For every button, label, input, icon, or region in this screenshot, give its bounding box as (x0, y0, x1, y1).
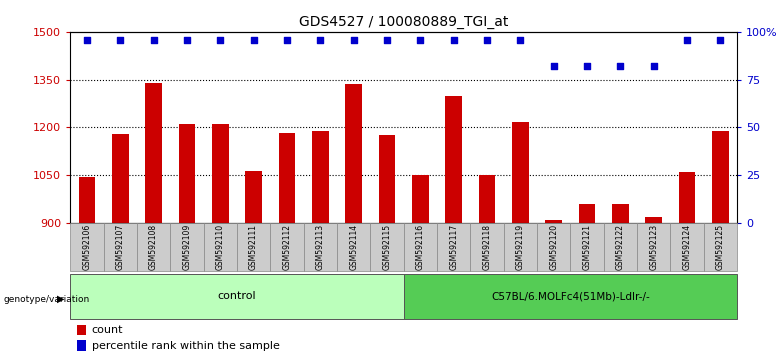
Text: GSM592114: GSM592114 (349, 224, 358, 270)
Point (647, 63, 660, 69)
Bar (712, 131, 729, 223)
Bar (77, 325, 86, 335)
Point (480, 37, 493, 42)
Bar (337, 223, 370, 271)
Bar (445, 96, 462, 223)
Bar (545, 220, 562, 223)
Bar (303, 223, 337, 271)
Text: GSM592116: GSM592116 (416, 224, 425, 270)
Point (681, 37, 693, 42)
Bar (612, 204, 629, 223)
Text: GSM592124: GSM592124 (682, 224, 692, 270)
Text: GSM592115: GSM592115 (382, 224, 392, 270)
Bar (645, 217, 662, 223)
Bar (579, 204, 595, 223)
Bar (245, 171, 262, 223)
Point (514, 37, 526, 42)
Text: GSM592125: GSM592125 (716, 224, 725, 270)
Point (448, 37, 460, 42)
Bar (104, 223, 137, 271)
Point (414, 37, 427, 42)
Point (714, 37, 727, 42)
Text: C57BL/6.MOLFc4(51Mb)-Ldlr-/-: C57BL/6.MOLFc4(51Mb)-Ldlr-/- (491, 291, 650, 302)
Bar (79, 177, 95, 223)
Title: GDS4527 / 100080889_TGI_at: GDS4527 / 100080889_TGI_at (299, 16, 509, 29)
Point (80, 37, 93, 42)
Bar (403, 274, 737, 319)
Point (314, 37, 327, 42)
Text: GSM592113: GSM592113 (316, 224, 324, 270)
Bar (212, 124, 229, 223)
Text: control: control (218, 291, 257, 302)
Bar (378, 136, 395, 223)
Bar (670, 223, 704, 271)
Bar (437, 223, 470, 271)
Bar (479, 175, 495, 223)
Bar (237, 223, 270, 271)
Bar (637, 223, 670, 271)
Bar (270, 223, 303, 271)
Point (114, 37, 126, 42)
Point (181, 37, 193, 42)
Text: ▶: ▶ (57, 294, 65, 304)
Bar (346, 84, 362, 223)
Bar (70, 223, 104, 271)
Text: GSM592117: GSM592117 (449, 224, 458, 270)
Point (381, 37, 393, 42)
Text: GSM592111: GSM592111 (249, 224, 258, 270)
Text: count: count (91, 325, 123, 335)
Bar (145, 83, 162, 223)
Text: GSM592123: GSM592123 (649, 224, 658, 270)
Point (614, 63, 626, 69)
Bar (179, 124, 195, 223)
Text: percentile rank within the sample: percentile rank within the sample (91, 341, 279, 350)
Bar (312, 131, 328, 223)
Bar (470, 223, 504, 271)
Point (147, 37, 160, 42)
Text: GSM592112: GSM592112 (282, 224, 292, 270)
Text: GSM592107: GSM592107 (115, 224, 125, 270)
Text: genotype/variation: genotype/variation (4, 295, 90, 304)
Bar (570, 223, 604, 271)
Text: GSM592121: GSM592121 (583, 224, 591, 270)
Bar (112, 134, 129, 223)
Text: GSM592120: GSM592120 (549, 224, 558, 270)
Point (581, 63, 594, 69)
Bar (70, 274, 403, 319)
Bar (170, 223, 204, 271)
Text: GSM592106: GSM592106 (83, 224, 91, 270)
Text: GSM592108: GSM592108 (149, 224, 158, 270)
Bar (278, 133, 296, 223)
Text: GSM592118: GSM592118 (483, 224, 491, 270)
Point (281, 37, 293, 42)
Bar (604, 223, 637, 271)
Bar (403, 223, 437, 271)
Point (214, 37, 226, 42)
Point (247, 37, 260, 42)
Text: GSM592109: GSM592109 (183, 224, 191, 270)
Text: GSM592122: GSM592122 (616, 224, 625, 270)
Text: GSM592110: GSM592110 (216, 224, 225, 270)
Bar (137, 223, 170, 271)
Bar (704, 223, 737, 271)
Bar (512, 122, 529, 223)
Bar (204, 223, 237, 271)
Bar (679, 172, 696, 223)
Bar (412, 175, 429, 223)
Text: GSM592119: GSM592119 (516, 224, 525, 270)
Bar (370, 223, 403, 271)
Bar (537, 223, 570, 271)
Point (548, 63, 560, 69)
Bar (504, 223, 537, 271)
Bar (77, 341, 86, 350)
Point (347, 37, 360, 42)
